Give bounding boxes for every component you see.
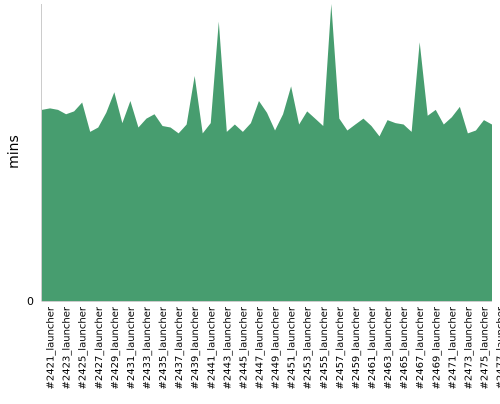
x-tick-label: #2471_launcher [447,306,458,389]
y-axis-label: mins [6,135,22,169]
x-tick-label: #2455_launcher [319,306,330,389]
x-tick-label: #2427_launcher [94,306,105,389]
x-tick-label: #2467_launcher [415,306,426,389]
x-tick-label: #2475_launcher [479,306,490,389]
x-tick-label: #2457_launcher [335,306,346,389]
x-tick-label: #2469_launcher [431,306,442,389]
y-tick-label: 0 [27,295,34,308]
x-tick-label: #2463_launcher [383,306,394,389]
x-tick-label: #2453_launcher [303,306,314,389]
x-tick-label: #2441_launcher [206,306,217,389]
x-tick-label: #2421_launcher [46,306,57,389]
x-tick-label: #2425_launcher [78,306,89,389]
y-axis-ticks: 0 [27,295,34,308]
x-tick-label: #2477_launcher [496,306,500,389]
x-tick-label: #2447_launcher [254,306,265,389]
x-tick-label: #2465_launcher [399,306,410,389]
x-tick-label: #2459_launcher [351,306,362,389]
x-tick-label: #2443_launcher [222,306,233,389]
x-tick-label: #2439_launcher [190,306,201,389]
x-tick-label: #2431_launcher [126,306,137,389]
x-axis-ticks: #2421_launcher #2423_launcher #2425_launch… [46,306,500,389]
x-tick-label: #2451_launcher [287,306,298,389]
x-tick-label: #2433_launcher [142,306,153,389]
x-tick-label: #2449_launcher [271,306,282,389]
x-tick-label: #2461_launcher [367,306,378,389]
x-tick-label: #2429_launcher [110,306,121,389]
x-tick-label: #2473_launcher [463,306,474,389]
x-tick-label: #2423_launcher [62,306,73,389]
x-tick-label: #2437_launcher [174,306,185,389]
plot-area [41,4,492,302]
area-series [42,4,492,301]
x-tick-label: #2435_launcher [158,306,169,389]
x-tick-label: #2445_launcher [238,306,249,389]
